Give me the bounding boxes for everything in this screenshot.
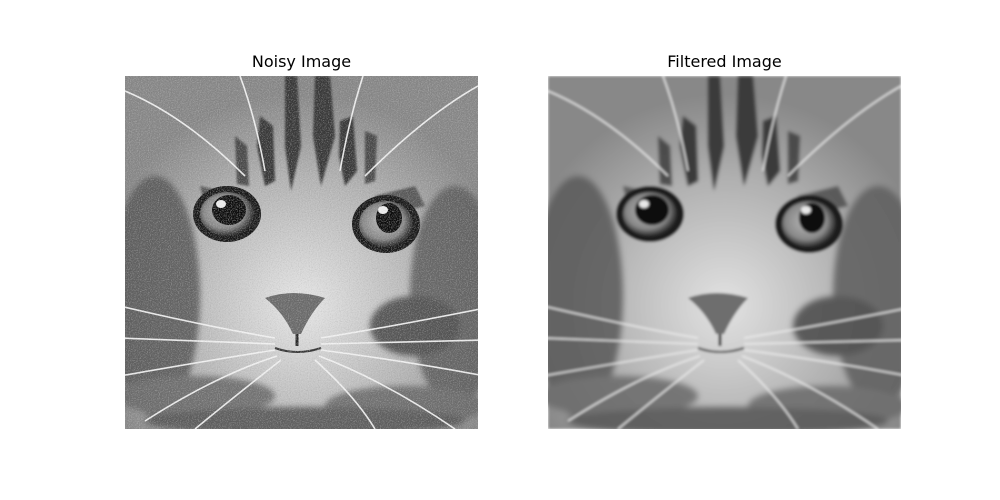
filtered-image — [548, 76, 901, 429]
noisy-image — [125, 76, 478, 429]
filtered-cat-face-image — [548, 76, 901, 429]
noisy-image-title: Noisy Image — [251, 52, 352, 71]
noisy-cat-face-image — [125, 76, 478, 429]
filtered-image-title: Filtered Image — [667, 52, 782, 71]
